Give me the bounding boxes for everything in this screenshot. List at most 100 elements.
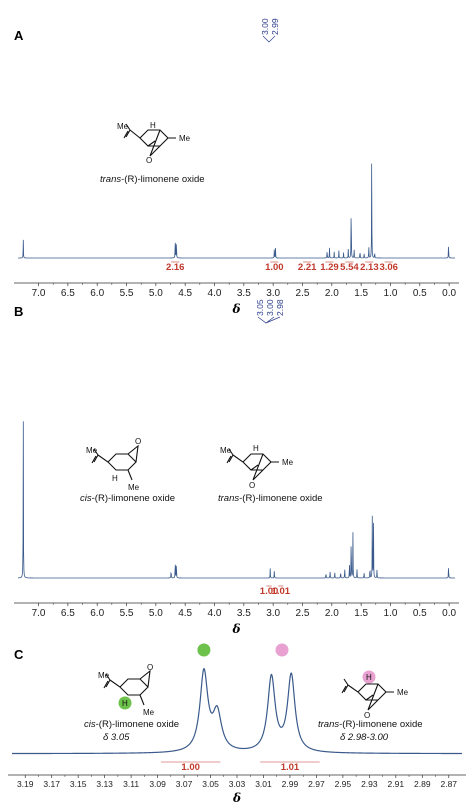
caption-trans-b: trans-(R)-limonene oxide (218, 493, 323, 504)
x-tick-label: 4.0 (208, 288, 222, 299)
x-tick-label: 2.89 (414, 779, 431, 789)
h-label: H (122, 699, 128, 708)
spectrum-panel-c: Me O H Me cis-(R)-limonene oxide δ 3.05 … (8, 643, 466, 804)
x-tick-label: 2.95 (335, 779, 352, 789)
o-label: O (146, 156, 152, 165)
peak-label: 3.00 (260, 18, 270, 35)
x-tick-label: 2.0 (325, 288, 339, 299)
peak-marker (197, 643, 211, 657)
x-tick-label: 3.03 (229, 779, 246, 789)
panel-label-a: A (14, 28, 24, 43)
me-label: Me (220, 446, 232, 455)
spectrum-line (17, 421, 455, 579)
spectrum-line (12, 668, 462, 755)
me-label: Me (143, 708, 155, 717)
shift-trans-c: δ 2.98-3.00 (340, 732, 389, 743)
caption-cis-c: cis-(R)-limonene oxide (84, 719, 179, 730)
o-label: O (364, 711, 370, 720)
x-tick-label: 4.5 (178, 288, 192, 299)
h-label: H (366, 673, 372, 682)
x-tick-label: 3.15 (70, 779, 87, 789)
caption-trans-a: trans-(R)-limonene oxide (100, 174, 205, 185)
me-label: Me (397, 688, 409, 697)
x-tick-label: 6.0 (90, 608, 104, 619)
x-tick-label: 1.0 (384, 288, 398, 299)
h-label: H (112, 474, 118, 483)
h-label: H (150, 121, 156, 130)
molecule-trans-b: Me H O Me trans-(R)-limonene oxide (218, 444, 323, 504)
proton-highlight-cis (118, 696, 132, 710)
integral-value: 3.06 (379, 262, 398, 273)
x-tick-label: 4.0 (208, 608, 222, 619)
x-tick-label: 3.05 (202, 779, 219, 789)
x-tick-label: 0.0 (442, 288, 456, 299)
x-tick-label: 3.0 (266, 288, 280, 299)
x-tick-label: 2.97 (308, 779, 325, 789)
me-label: Me (117, 122, 129, 131)
x-tick-label: 3.01 (255, 779, 272, 789)
x-tick-label: 4.5 (178, 608, 192, 619)
proton-highlight-trans (362, 670, 376, 684)
x-tick-label: 1.0 (384, 608, 398, 619)
integral-value: 1.00 (265, 262, 284, 273)
x-tick-label: 2.5 (296, 608, 310, 619)
h-label: H (253, 444, 259, 453)
x-tick-label: 3.17 (43, 779, 60, 789)
x-tick-label: 6.5 (61, 608, 75, 619)
x-tick-label: 2.91 (388, 779, 405, 789)
x-tick-label: 5.0 (149, 608, 163, 619)
x-tick-label: 2.93 (361, 779, 378, 789)
integral-value: 5.54 (340, 262, 359, 273)
o-label: O (135, 437, 141, 446)
x-tick-label: 2.99 (282, 779, 299, 789)
x-tick-label: 3.13 (96, 779, 113, 789)
x-tick-label: 2.5 (296, 288, 310, 299)
integral-value: 1.00 (260, 586, 279, 597)
integral-value: 1.01 (281, 762, 300, 773)
x-tick-label: 3.19 (17, 779, 34, 789)
x-tick-label: 5.5 (120, 288, 134, 299)
x-tick-label: 3.07 (176, 779, 193, 789)
molecule-trans-c: H O Me trans-(R)-limonene oxide δ 2.98-3… (318, 670, 423, 743)
caption-trans-c: trans-(R)-limonene oxide (318, 719, 423, 730)
molecule-cis-b: Me O H Me cis-(R)-limonene oxide (80, 437, 175, 504)
x-tick-label: 0.0 (442, 608, 456, 619)
x-tick-label: 3.5 (237, 288, 251, 299)
me-label: Me (282, 458, 294, 467)
x-tick-label: 3.5 (237, 608, 251, 619)
me-label: Me (86, 446, 98, 455)
x-tick-label: 6.5 (61, 288, 75, 299)
peak-label-group-b: 3.05 3.00 2.98 (255, 299, 285, 324)
x-tick-label: 3.0 (266, 608, 280, 619)
peak-label: 2.98 (275, 299, 285, 316)
x-tick-label: 2.0 (325, 608, 339, 619)
spectrum-line (17, 163, 455, 259)
x-tick-label: 0.5 (413, 288, 427, 299)
x-axis-label: δ (231, 622, 240, 636)
x-axis-label: δ (231, 302, 240, 316)
x-tick-label: 3.11 (123, 779, 139, 789)
x-tick-label: 5.5 (120, 608, 134, 619)
caption-cis-b: cis-(R)-limonene oxide (80, 493, 175, 504)
x-tick-label: 7.0 (32, 608, 46, 619)
x-tick-label: 6.0 (90, 288, 104, 299)
molecule-trans-a: Me H O Me trans-(R)-limonene oxide (100, 121, 205, 185)
peak-label-group-a: 3.00 2.99 (260, 18, 280, 43)
integral-value: 2.13 (360, 262, 379, 273)
x-tick-label: 1.5 (354, 288, 368, 299)
integral-value: 2.21 (298, 262, 317, 273)
integral-value: 1.01 (272, 586, 291, 597)
me-label: Me (98, 671, 110, 680)
o-label: O (147, 663, 153, 672)
spectrum-panel-b: 3.05 3.00 2.98 Me O H Me cis-(R)-limonen… (14, 299, 459, 636)
peak-label: 2.99 (270, 18, 280, 35)
me-label: Me (128, 483, 140, 492)
x-tick-label: 0.5 (413, 608, 427, 619)
peak-label: 3.05 (255, 299, 265, 316)
x-axis-label: δ (232, 791, 241, 804)
x-tick-label: 3.09 (149, 779, 166, 789)
panel-label-c: C (14, 647, 24, 662)
integral-value: 1.00 (181, 762, 200, 773)
spectrum-panel-a: 3.00 2.99 Me H O Me trans-(R)-limonene o… (14, 18, 459, 316)
o-label: O (249, 481, 255, 490)
